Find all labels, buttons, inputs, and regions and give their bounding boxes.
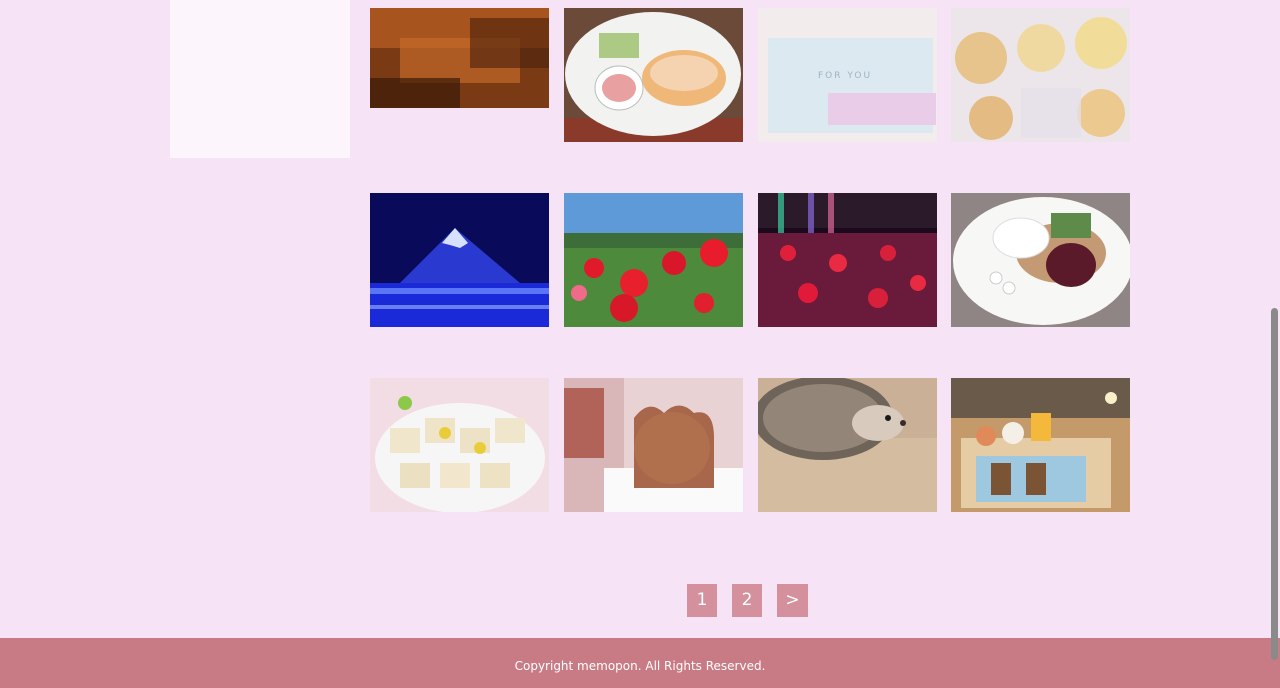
- gallery-thumb-cafe-tray[interactable]: [951, 378, 1130, 512]
- copyright-text: Copyright memopon. All Rights Reserved.: [514, 659, 766, 673]
- pagination-page-1[interactable]: 1: [687, 584, 717, 617]
- gallery-thumb-hedgehog[interactable]: [758, 378, 937, 512]
- gallery-thumb-night-tulips[interactable]: [758, 193, 937, 327]
- gallery-thumb-for-you-card[interactable]: FOR YOU: [758, 8, 937, 142]
- gallery-thumb-party-sandwiches[interactable]: [370, 378, 549, 512]
- gallery-thumb-omurice-plate[interactable]: [564, 8, 743, 142]
- gallery-thumb-matcha-pancakes[interactable]: [951, 193, 1130, 327]
- gallery-thumb-autumn-leaves[interactable]: [370, 8, 549, 108]
- site-footer: Copyright memopon. All Rights Reserved.: [0, 638, 1280, 688]
- gallery-thumb-bear-cookies[interactable]: [951, 8, 1130, 142]
- gallery-thumb-illuminated-mountain[interactable]: [370, 193, 549, 327]
- gallery-thumb-tulip-field[interactable]: [564, 193, 743, 327]
- scrollbar-thumb[interactable]: [1271, 308, 1278, 660]
- sidebar-widget: [170, 0, 350, 158]
- pagination-page-2[interactable]: 2: [732, 584, 762, 617]
- svg-text:FOR YOU: FOR YOU: [818, 71, 872, 81]
- pagination-next-button[interactable]: >: [777, 584, 808, 617]
- gallery-thumb-cat-bread[interactable]: [564, 378, 743, 512]
